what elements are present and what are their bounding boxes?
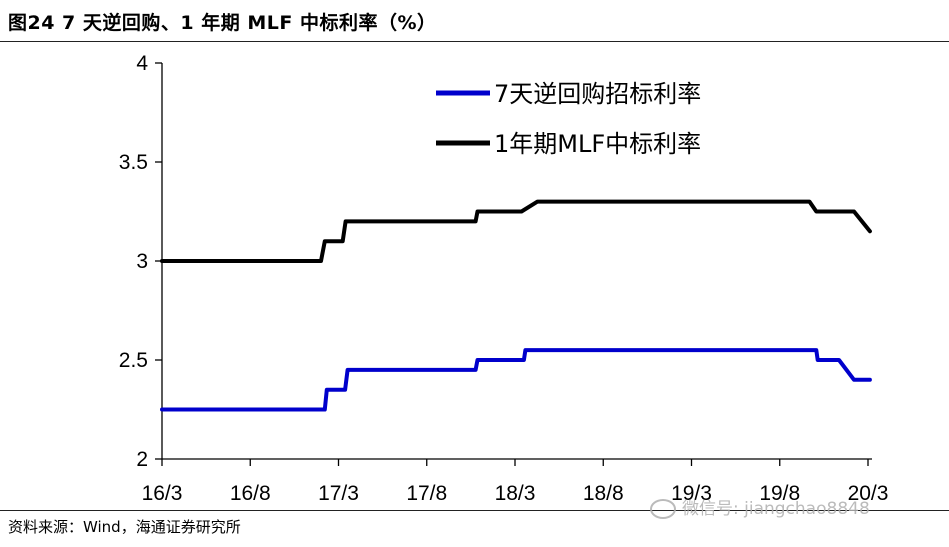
watermark-text: 微信号: jiangchao8848 xyxy=(682,499,870,519)
legend-label-2: 1年期MLF中标利率 xyxy=(494,130,701,158)
top-divider xyxy=(0,41,949,42)
wechat-icon xyxy=(650,499,676,519)
x-tick-label: 19/3 xyxy=(671,482,712,505)
y-tick-label: 4 xyxy=(136,52,148,75)
y-tick-label: 3 xyxy=(136,250,148,273)
x-tick-label: 17/8 xyxy=(406,482,447,505)
x-tick-label: 18/3 xyxy=(495,482,536,505)
y-tick-label: 2.5 xyxy=(119,349,148,372)
watermark: 微信号: jiangchao8848 xyxy=(650,494,870,519)
series-line-1 xyxy=(160,348,872,412)
x-tick-label: 17/3 xyxy=(318,482,359,505)
chart-legend: 7天逆回购招标利率 1年期MLF中标利率 xyxy=(436,80,701,158)
figure-title: 图24 7 天逆回购、1 年期 MLF 中标利率（%） xyxy=(8,12,437,34)
x-tick-label: 20/3 xyxy=(848,482,889,505)
chart-series xyxy=(160,199,872,412)
x-tick-label: 16/8 xyxy=(230,482,271,505)
y-tick-label: 2 xyxy=(136,448,148,471)
source-note: 资料来源：Wind，海通证券研究所 xyxy=(8,518,241,536)
chart-axes: 2 2.5 3 3.5 4 16/3 16/8 17/3 17/8 18/3 18/8 19/3 19/… xyxy=(119,52,889,505)
x-tick-label: 19/8 xyxy=(759,482,800,505)
bottom-divider xyxy=(0,510,949,511)
x-tick-label: 16/3 xyxy=(142,482,183,505)
legend-label-1: 7天逆回购招标利率 xyxy=(494,80,701,108)
y-tick-label: 3.5 xyxy=(119,151,148,174)
x-tick-label: 18/8 xyxy=(583,482,624,505)
series-line-2 xyxy=(160,199,872,263)
